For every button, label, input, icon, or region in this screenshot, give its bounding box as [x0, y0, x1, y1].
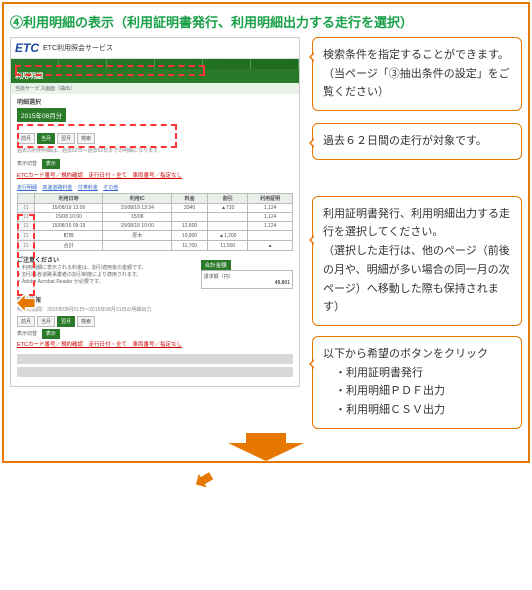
table-row: ☐15/08/15 09:1515/08/15 10:0012,6001,124	[18, 222, 293, 231]
callout-line: 過去６２日間の走行が対象です。	[323, 132, 511, 151]
btn-next[interactable]: 翌月	[57, 316, 75, 327]
search-label: 明細選択	[17, 97, 293, 106]
callout-period: 過去６２日間の走行が対象です。	[312, 123, 522, 160]
callout-line: 検索条件を指定することができます。	[323, 46, 511, 65]
tab-1[interactable]: 走行明細	[17, 185, 37, 191]
pointer-arrow-2	[189, 468, 215, 494]
tab-3[interactable]: 付帯料金	[78, 185, 98, 191]
instruction-frame: ④利用明細の表示（利用証明書発行、利用明細出力する走行を選択） ETC ETC利…	[2, 2, 530, 463]
btn-search[interactable]: 検索	[77, 316, 95, 327]
th-5: 利用証明	[248, 194, 293, 204]
output-period: 明細の期間：2015年08月01日〜2015年08月31日の明細出力	[17, 306, 293, 313]
tab-4[interactable]: その他	[103, 185, 118, 191]
app-header: ETC ETC利用照会サービス	[11, 38, 299, 59]
callout-column: 検索条件を指定することができます。 （当ページ「③抽出条件の設定」をご覧ください…	[300, 37, 522, 435]
notice-and-total: ご注意ください ・利用明細に表示される料金は、割引適用後の金額です。 ・割引は各…	[11, 257, 299, 292]
pointer-arrow-1	[11, 290, 37, 316]
table-row: ☐合計11,70011,500▲	[18, 241, 293, 251]
toggle-button[interactable]: 表示	[42, 159, 60, 169]
th-4: 割引	[208, 194, 248, 204]
callout-line: 以下から希望のボタンをクリック	[323, 345, 511, 364]
tab-row: 走行明細 高速道路料金 付帯料金 その他	[11, 182, 299, 193]
highlight-nav	[15, 65, 205, 76]
btn-prev[interactable]: 前月	[17, 316, 35, 327]
callout-line: ・利用明細ＰＤＦ出力	[323, 382, 511, 401]
total-heading: 合計金額	[201, 260, 231, 270]
filter-summary-2: ETCカード番号／規約確認 走行日付・全て 車両番号／指定なし	[17, 340, 293, 348]
callout-select: 利用証明書発行、利用明細出力する走行を選択してください。 （選択した走行は、他の…	[312, 196, 522, 326]
callout-search: 検索条件を指定することができます。 （当ページ「③抽出条件の設定」をご覧ください…	[312, 37, 522, 111]
app-screenshot: ETC ETC利用照会サービス 利用明細 当該サービス画面（抽出） 明細選択 2…	[10, 37, 300, 387]
etc-logo: ETC	[15, 41, 39, 55]
month-badge: 2015年08月分	[17, 108, 66, 122]
btn-curr[interactable]: 当月	[37, 316, 55, 327]
tab-2[interactable]: 高速道路料金	[42, 185, 72, 191]
th-1: 利用日時	[34, 194, 103, 204]
output-period-buttons: 前月 当月 翌月 検索	[17, 316, 293, 327]
callout-line: （選択した走行は、他のページ（前後の月や、明細が多い場合の同一月の次ページ）へ移…	[323, 242, 511, 317]
th-2: 利用IC	[103, 194, 172, 204]
output-buttons-pdf-csv[interactable]	[17, 367, 293, 377]
service-name: ETC利用照会サービス	[43, 43, 113, 53]
table-row: ☐15/08 10:0015/081,124	[18, 213, 293, 222]
toggle-button-2[interactable]: 表示	[42, 329, 60, 339]
callout-line: ・利用明細ＣＳＶ出力	[323, 401, 511, 420]
filter-summary-1: ETCカード番号／規約確認 走行日付・全て 車両番号／指定なし	[17, 171, 293, 179]
th-check	[18, 194, 35, 204]
display-label: 表示切替 表示	[17, 160, 293, 167]
row-checkbox[interactable]: ☐	[18, 204, 35, 213]
display-toggle-2: 表示切替 表示	[17, 330, 293, 337]
table-header-row: 利用日時 利用IC 料金 割引 利用証明	[18, 194, 293, 204]
callout-line: （当ページ「③抽出条件の設定」をご覧ください）	[323, 65, 511, 102]
callout-output: 以下から希望のボタンをクリック ・利用証明書発行 ・利用明細ＰＤＦ出力 ・利用明…	[312, 336, 522, 429]
callout-line: ・利用証明書発行	[323, 364, 511, 383]
total-box: 合計金額 請求額（円） 49,801	[201, 260, 293, 289]
notice-block: ご注意ください ・利用明細に表示される料金は、割引適用後の金額です。 ・割引は各…	[11, 257, 195, 286]
highlight-search	[17, 124, 177, 148]
total-value: 49,801	[204, 280, 290, 286]
output-button-cert[interactable]	[17, 354, 293, 364]
th-3: 料金	[171, 194, 207, 204]
step-heading: ④利用明細の表示（利用証明書発行、利用明細出力する走行を選択）	[10, 12, 522, 31]
sub-bar: 当該サービス画面（抽出）	[11, 83, 299, 94]
output-heading: 明細情報	[17, 295, 293, 304]
period-note: 過去の利用明細は、過去62日〜過去62日までの明細になります。	[17, 147, 293, 154]
total-label: 請求額（円）	[204, 274, 234, 280]
highlight-checkboxes	[17, 214, 35, 296]
content-row: ETC ETC利用照会サービス 利用明細 当該サービス画面（抽出） 明細選択 2…	[10, 37, 522, 435]
table-row: ☐15/08/19 12:0015/08/19 13:343340▲7201,1…	[18, 204, 293, 213]
notice-line: ・Adobe Acrobat Reader が必要です。	[17, 279, 189, 286]
table-row: ☐町田厚木10,800▲1,200	[18, 231, 293, 241]
total-cell: 請求額（円） 49,801	[201, 270, 293, 289]
callout-line: 利用証明書発行、利用明細出力する走行を選択してください。	[323, 205, 511, 242]
detail-table: 利用日時 利用IC 料金 割引 利用証明 ☐15/08/19 12:0015/0…	[17, 193, 293, 251]
down-arrow-icon	[10, 433, 522, 461]
output-section: 明細情報 明細の期間：2015年08月01日〜2015年08月31日の明細出力 …	[11, 292, 299, 351]
